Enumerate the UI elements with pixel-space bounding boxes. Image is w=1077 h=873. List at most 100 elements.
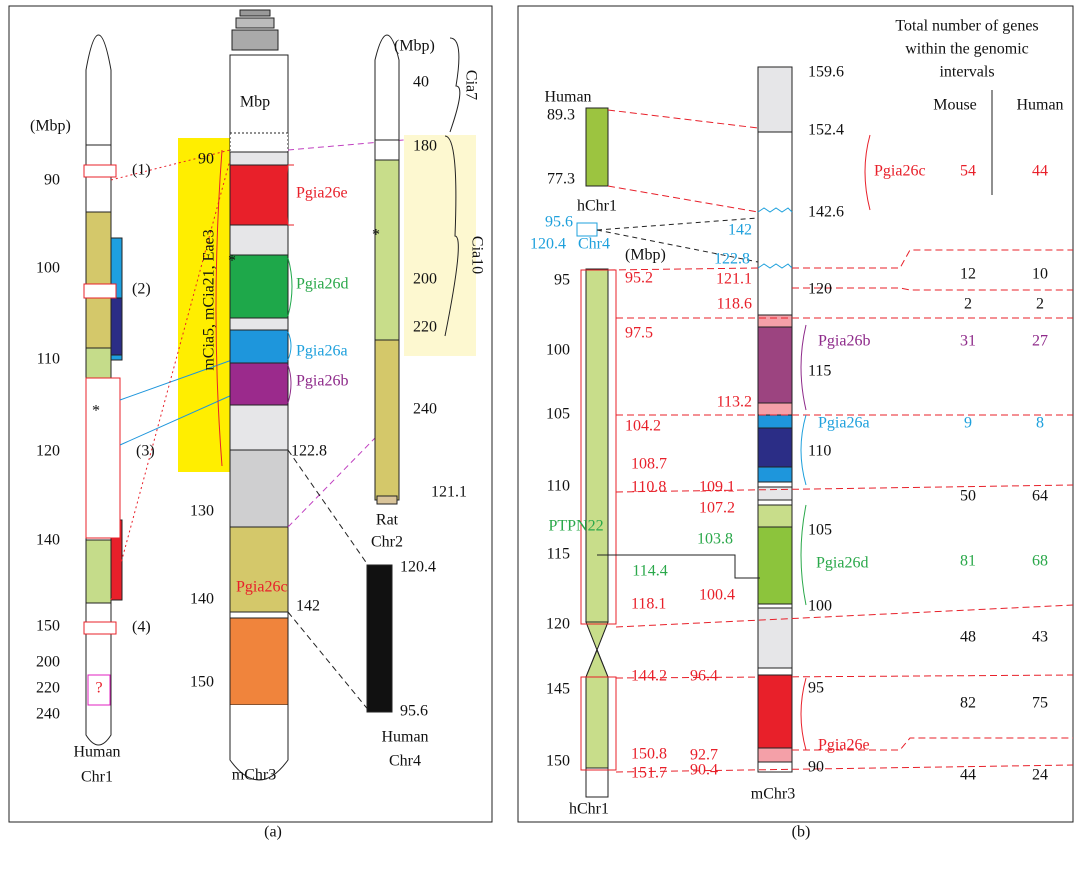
table-cell: 44 bbox=[960, 767, 976, 784]
label: 120 bbox=[546, 616, 570, 633]
label: hChr1 bbox=[577, 198, 617, 215]
shape bbox=[577, 223, 597, 236]
shape bbox=[232, 30, 278, 50]
label: Pgia26b bbox=[296, 373, 348, 390]
table-cell: 12 bbox=[960, 266, 976, 283]
shape bbox=[230, 133, 288, 152]
label: 107.2 bbox=[699, 500, 735, 517]
label: 120 bbox=[808, 281, 832, 298]
label: 110 bbox=[37, 351, 60, 368]
shape bbox=[801, 505, 806, 605]
label: Pgia26a bbox=[296, 343, 348, 360]
label: ? bbox=[95, 680, 102, 697]
label: 95.2 bbox=[625, 270, 653, 287]
label: 145 bbox=[546, 681, 570, 698]
label: Mbp bbox=[240, 94, 270, 111]
label: Human bbox=[544, 89, 591, 106]
label: Pgia26e bbox=[818, 737, 870, 754]
table-cell: 82 bbox=[960, 695, 976, 712]
label: 240 bbox=[413, 401, 437, 418]
table-cell: 2 bbox=[964, 296, 972, 313]
label: mCia5, mCia21, Eae3 bbox=[201, 229, 218, 370]
label: 115 bbox=[547, 546, 570, 563]
label: 97.5 bbox=[625, 325, 653, 342]
shape bbox=[111, 298, 122, 355]
table-title: Total number of genes bbox=[895, 18, 1038, 35]
label: 144.2 bbox=[631, 668, 667, 685]
label: 95 bbox=[808, 680, 824, 697]
shape bbox=[230, 255, 288, 318]
shape bbox=[230, 318, 288, 330]
shape bbox=[86, 35, 111, 145]
label: 130 bbox=[190, 503, 214, 520]
caption: (b) bbox=[792, 824, 811, 841]
shape bbox=[865, 135, 870, 210]
shape bbox=[230, 225, 288, 255]
shape bbox=[758, 315, 792, 327]
label: 115 bbox=[808, 363, 831, 380]
label: 110.8 bbox=[631, 479, 666, 496]
label: (4) bbox=[132, 619, 151, 636]
label: 150.8 bbox=[631, 746, 667, 763]
label: 104.2 bbox=[625, 418, 661, 435]
caption: (a) bbox=[264, 824, 282, 841]
label: 150 bbox=[546, 753, 570, 770]
shape bbox=[230, 165, 288, 225]
label: 114.4 bbox=[632, 563, 667, 580]
table-cell: 54 bbox=[960, 163, 976, 180]
label: 150 bbox=[190, 674, 214, 691]
table-cell: 43 bbox=[1032, 629, 1048, 646]
shape bbox=[230, 618, 288, 705]
shape bbox=[84, 165, 116, 177]
label: 105 bbox=[546, 406, 570, 423]
label: 110 bbox=[547, 478, 570, 495]
label: Pgia26e bbox=[296, 185, 348, 202]
shape bbox=[288, 450, 370, 712]
label: 152.4 bbox=[808, 122, 844, 139]
shape bbox=[801, 678, 806, 750]
label: hChr1 bbox=[569, 801, 609, 818]
table-cell: 68 bbox=[1032, 553, 1048, 570]
table-title: intervals bbox=[939, 64, 994, 81]
label: 142.6 bbox=[808, 204, 844, 221]
label: 200 bbox=[36, 654, 60, 671]
label: Pgia26d bbox=[816, 555, 868, 572]
label: Pgia26b bbox=[818, 333, 870, 350]
label: * bbox=[92, 403, 100, 420]
label: 118.6 bbox=[717, 296, 752, 313]
shape bbox=[758, 67, 792, 132]
table-cell: 10 bbox=[1032, 266, 1048, 283]
label: Human bbox=[73, 744, 120, 761]
label: 100 bbox=[546, 342, 570, 359]
label: 100 bbox=[808, 598, 832, 615]
figure: (Mbp)90100110120140150200220240(1)(2)(3)… bbox=[0, 0, 1077, 873]
shape bbox=[801, 325, 806, 410]
label: 220 bbox=[36, 680, 60, 697]
shape bbox=[758, 403, 792, 415]
shape bbox=[375, 340, 399, 500]
label: 118.1 bbox=[631, 596, 666, 613]
label: 105 bbox=[808, 522, 832, 539]
label: Pgia26a bbox=[818, 415, 870, 432]
label: (Mbp) bbox=[625, 247, 666, 264]
label: 90 bbox=[44, 172, 60, 189]
shape bbox=[230, 527, 288, 612]
label: 90 bbox=[198, 151, 214, 168]
shape bbox=[801, 415, 806, 485]
table-cell: 27 bbox=[1032, 333, 1048, 350]
body: (Mbp)90100110120140150200220240(1)(2)(3)… bbox=[0, 0, 1077, 873]
table-cell: 8 bbox=[1036, 415, 1044, 432]
table-header: Human bbox=[1016, 97, 1063, 114]
label: 121.1 bbox=[431, 484, 467, 501]
label: 122.8 bbox=[714, 251, 750, 268]
label: Pgia26c bbox=[236, 579, 288, 596]
shape bbox=[586, 108, 608, 186]
label: (2) bbox=[132, 281, 151, 298]
label: Chr4 bbox=[389, 753, 421, 770]
label: 180 bbox=[413, 138, 437, 155]
label: (Mbp) bbox=[394, 38, 435, 55]
label: mChr3 bbox=[751, 786, 795, 803]
table-cell: 24 bbox=[1032, 767, 1048, 784]
label: PTPN22 bbox=[548, 518, 603, 535]
shape bbox=[86, 348, 111, 378]
